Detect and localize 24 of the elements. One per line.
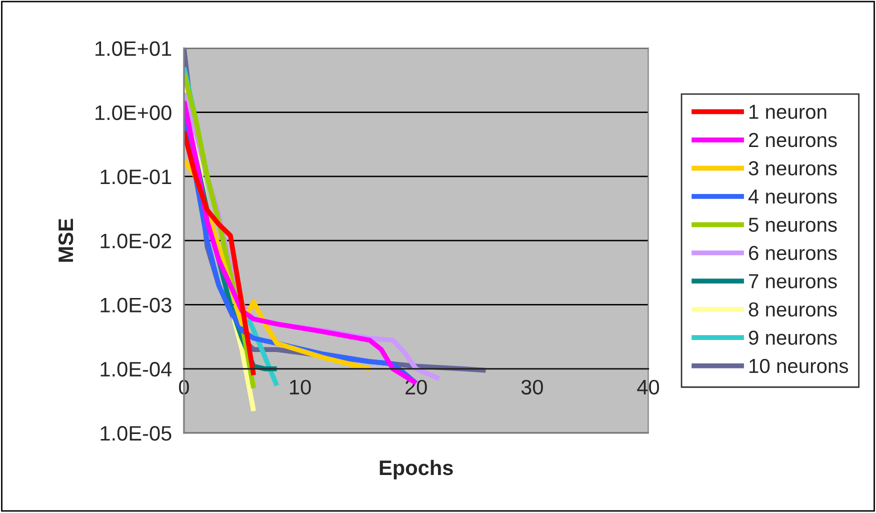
y-tick-label: 1.0E+00: [96, 105, 172, 120]
legend-label: 7 neurons: [749, 274, 837, 288]
y-tick-label: 1.0E-04: [100, 362, 172, 377]
x-tick-label: 40: [637, 380, 660, 395]
legend-label: 5 neurons: [748, 218, 837, 232]
x-axis-title: Epochs: [380, 460, 453, 480]
legend-label: 2 neurons: [748, 132, 837, 148]
legend-label: 1 neuron: [750, 104, 826, 119]
x-tick-label: 30: [521, 380, 543, 395]
y-tick-label: 1.0E-05: [100, 426, 172, 441]
legend-label: 9 neurons: [748, 330, 837, 345]
line-series: [184, 129, 256, 378]
y-tick-label: 1.0E+01: [96, 41, 172, 56]
legend-label: 4 neurons: [748, 190, 837, 204]
y-tick-label: 1.0E-03: [100, 298, 172, 312]
legend-label: 3 neurons: [748, 161, 837, 176]
x-tick-label: 0: [178, 380, 189, 395]
y-axis-title: MSE: [58, 218, 74, 262]
x-tick-label: 10: [290, 380, 311, 395]
legend-label: 6 neurons: [749, 246, 837, 260]
y-tick-label: 1.0E-01: [100, 169, 172, 184]
y-tick-label: 1.0E-02: [100, 234, 172, 248]
legend-label: 8 neurons: [748, 302, 837, 317]
legend-label: 10 neurons: [750, 358, 848, 374]
